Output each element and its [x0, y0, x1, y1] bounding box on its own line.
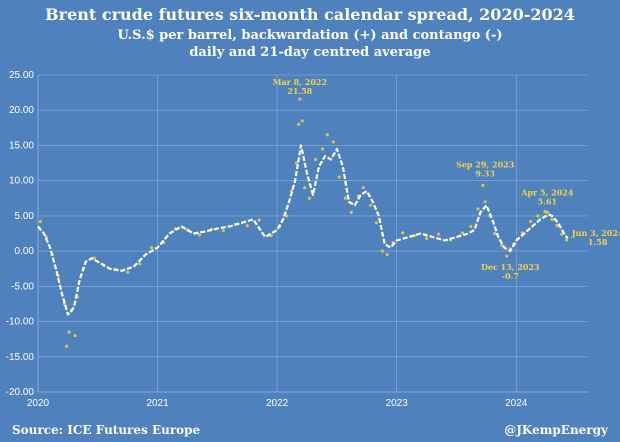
y-tick-label: 10.00 — [9, 176, 34, 187]
daily-point — [67, 330, 71, 334]
annotation-value: 9.33 — [475, 168, 495, 178]
daily-point — [221, 229, 225, 233]
daily-point — [297, 122, 301, 126]
annotation-date: Mar 8, 2022 — [273, 77, 327, 87]
chart-subtitle-series: daily and 21-day centred average — [189, 45, 431, 60]
daily-point — [126, 270, 130, 274]
daily-point — [337, 175, 341, 179]
daily-point — [313, 157, 317, 162]
daily-point — [483, 200, 487, 204]
daily-point — [294, 161, 298, 165]
y-tick-label: 25.00 — [9, 70, 34, 81]
daily-point — [380, 249, 384, 253]
x-tick-label: 2020 — [27, 398, 50, 409]
y-tick-label: -20.00 — [6, 387, 35, 398]
daily-point — [92, 256, 96, 260]
daily-point — [62, 302, 66, 306]
daily-point — [44, 235, 48, 239]
daily-point — [38, 219, 42, 224]
y-tick-label: -10.00 — [6, 317, 35, 328]
daily-point — [300, 119, 304, 123]
daily-point — [460, 231, 465, 235]
daily-point — [560, 232, 564, 236]
annotation-date: Jun 3, 2024 — [571, 228, 620, 238]
y-tick-label: 5.00 — [15, 211, 35, 222]
chart-title: Brent crude futures six-month calendar s… — [45, 5, 575, 24]
daily-point — [493, 231, 497, 236]
daily-point — [469, 224, 473, 229]
daily-point — [361, 186, 365, 190]
daily-point — [424, 236, 429, 241]
daily-point — [436, 232, 441, 236]
daily-point — [325, 133, 329, 137]
daily-point — [564, 238, 569, 242]
daily-point — [481, 183, 485, 187]
y-tick-label: -15.00 — [6, 352, 35, 363]
daily-point — [401, 231, 405, 235]
author-handle: @JKempEnergy — [504, 423, 608, 437]
annotation-date: Sep 29, 2023 — [456, 159, 515, 169]
daily-point — [149, 245, 154, 250]
daily-point — [257, 218, 261, 222]
daily-point — [65, 344, 69, 348]
daily-point — [285, 214, 289, 218]
y-tick-label: 15.00 — [9, 140, 34, 151]
daily-point — [529, 219, 533, 224]
daily-point — [368, 203, 372, 207]
daily-point — [349, 210, 353, 214]
daily-point — [476, 207, 480, 211]
daily-point — [320, 147, 325, 151]
daily-point — [331, 140, 335, 144]
chart-subtitle-units: U.S.$ per barrel, backwardation (+) and … — [117, 28, 503, 43]
annotation-value: -0.7 — [502, 271, 519, 281]
daily-point — [343, 196, 347, 200]
average-line — [37, 144, 569, 316]
daily-point — [374, 221, 378, 225]
daily-point — [73, 334, 77, 338]
annotation-date: Dec 13, 2023 — [481, 262, 540, 272]
daily-point — [545, 210, 549, 214]
x-tick-label: 2022 — [266, 398, 289, 409]
daily-point — [385, 253, 389, 257]
daily-point — [303, 186, 307, 190]
annotation-value: 21.58 — [287, 86, 312, 96]
annotation-date: Apr 5, 2024 — [520, 188, 574, 198]
annotation-value: 5.61 — [538, 197, 557, 207]
daily-point — [550, 217, 554, 222]
daily-point — [307, 196, 312, 200]
annotation-value: 1.58 — [588, 237, 608, 247]
daily-point — [197, 233, 202, 237]
daily-point — [505, 254, 509, 258]
x-tick-label: 2024 — [505, 398, 528, 409]
x-tick-label: 2021 — [146, 398, 169, 409]
daily-point — [536, 214, 540, 218]
y-tick-label: 0.00 — [15, 246, 35, 257]
x-tick-label: 2023 — [386, 398, 409, 409]
source-note: Source: ICE Futures Europe — [12, 423, 201, 437]
daily-point — [138, 262, 142, 266]
daily-point — [298, 97, 302, 101]
daily-point — [245, 224, 249, 228]
y-tick-label: 20.00 — [9, 105, 34, 116]
daily-point — [555, 224, 559, 228]
y-tick-label: -5.00 — [11, 281, 34, 292]
